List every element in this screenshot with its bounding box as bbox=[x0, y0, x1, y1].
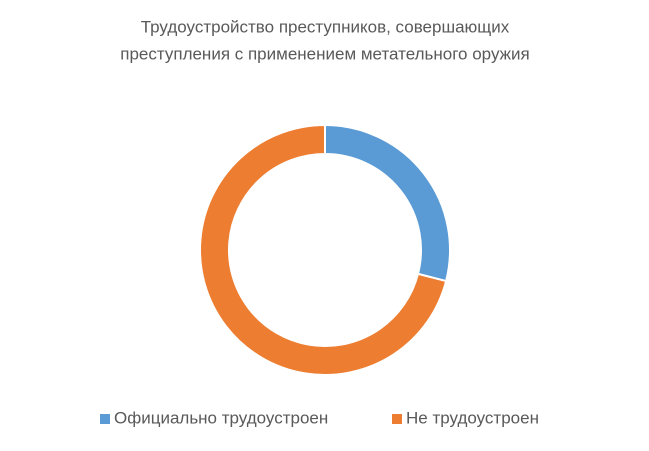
legend-label: Не трудоустроен bbox=[406, 408, 539, 427]
chart-title: преступления с применением метательного … bbox=[120, 44, 529, 63]
legend-swatch bbox=[392, 414, 402, 424]
chart-title: Трудоустройство преступников, совершающи… bbox=[141, 17, 510, 36]
legend-label: Официально трудоустроен bbox=[114, 408, 328, 427]
donut-slice bbox=[199, 123, 448, 376]
legend-swatch bbox=[100, 414, 110, 424]
